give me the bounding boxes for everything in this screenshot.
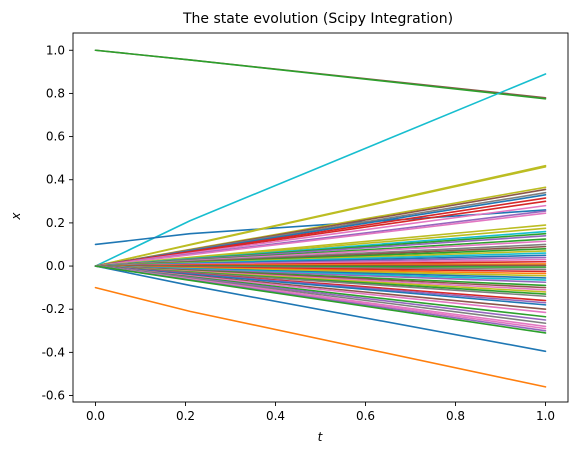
y-tick-label: 0.0 [46,259,65,273]
x-tick-label: 1.0 [536,409,555,423]
series-line-2 [94,49,547,100]
x-tick-label: 0.0 [86,409,105,423]
y-tick-label: -0.2 [42,302,65,316]
plot-frame [72,32,569,403]
x-tick-label: 0.6 [356,409,375,423]
chart-title: The state evolution (Scipy Integration) [182,11,453,27]
x-tick-label: 0.2 [176,409,195,423]
series-line-61 [94,265,547,334]
y-tick-label: 1.0 [46,43,65,57]
series-line-6 [94,265,547,353]
series-line-3 [94,73,547,267]
y-tick-label: 0.2 [46,216,65,230]
series-line-8 [94,165,547,267]
series-line-5 [94,286,547,388]
y-axis-label: x [9,212,23,221]
y-tick-label: 0.6 [46,130,65,144]
axes-layer: 0.0 0.2 0.4 0.6 0.8 1.0 -0.6 -0.4 -0.2 0.0 0.2 0.4 0… [42,32,569,423]
x-axis-label: t [318,430,324,444]
series-layer [94,49,547,388]
x-tick-label: 0.8 [446,409,465,423]
y-tick-label: -0.4 [42,345,65,359]
y-tick-label: -0.6 [42,389,65,403]
y-tick-label: 0.4 [46,173,65,187]
y-tick-label: 0.8 [46,86,65,100]
series-line-17 [94,212,547,267]
x-tick-label: 0.4 [266,409,285,423]
